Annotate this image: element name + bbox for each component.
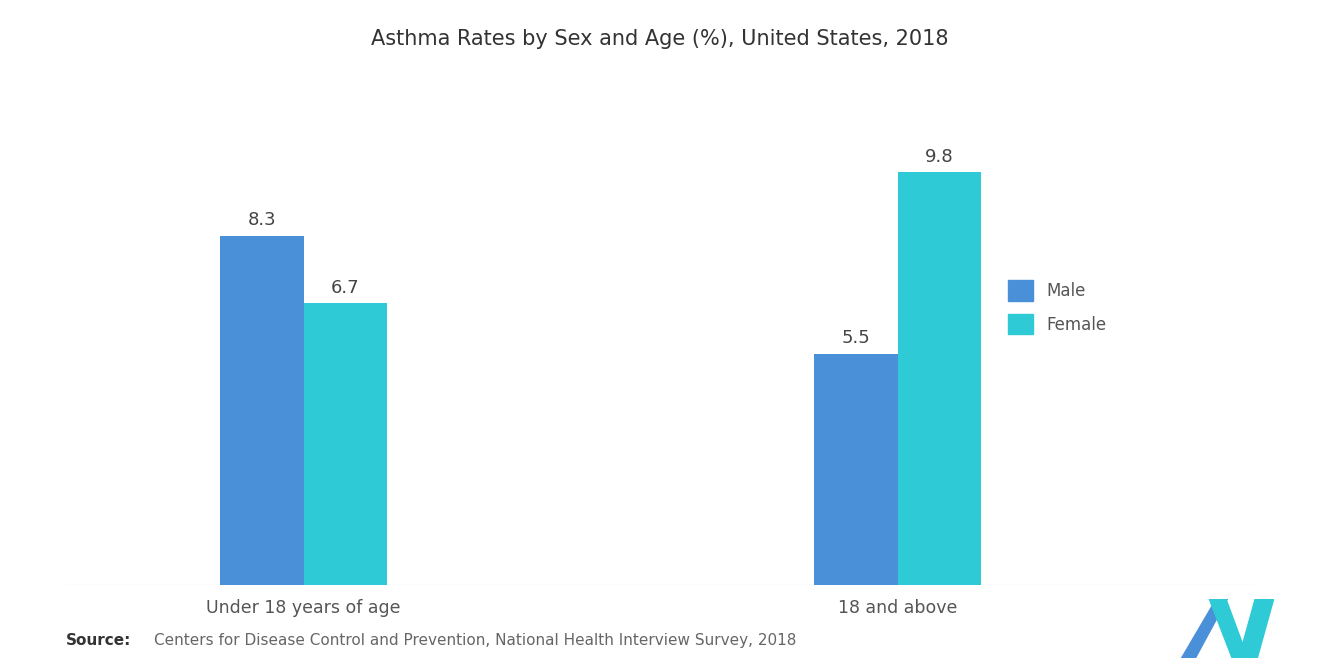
Text: Centers for Disease Control and Prevention, National Health Interview Survey, 20: Centers for Disease Control and Preventi… <box>154 633 797 648</box>
Bar <box>814 354 898 585</box>
Text: Source:: Source: <box>66 633 132 648</box>
Bar <box>898 172 981 585</box>
Polygon shape <box>1209 598 1247 658</box>
Text: 8.3: 8.3 <box>248 211 276 229</box>
Bar <box>220 235 304 585</box>
Title: Asthma Rates by Sex and Age (%), United States, 2018: Asthma Rates by Sex and Age (%), United … <box>371 29 949 49</box>
Legend: Male, Female: Male, Female <box>1001 273 1113 341</box>
Bar <box>304 303 387 585</box>
Polygon shape <box>1238 598 1274 658</box>
Text: 9.8: 9.8 <box>925 148 953 166</box>
Polygon shape <box>1181 598 1228 658</box>
Text: 5.5: 5.5 <box>842 329 870 347</box>
Text: 6.7: 6.7 <box>331 279 359 297</box>
